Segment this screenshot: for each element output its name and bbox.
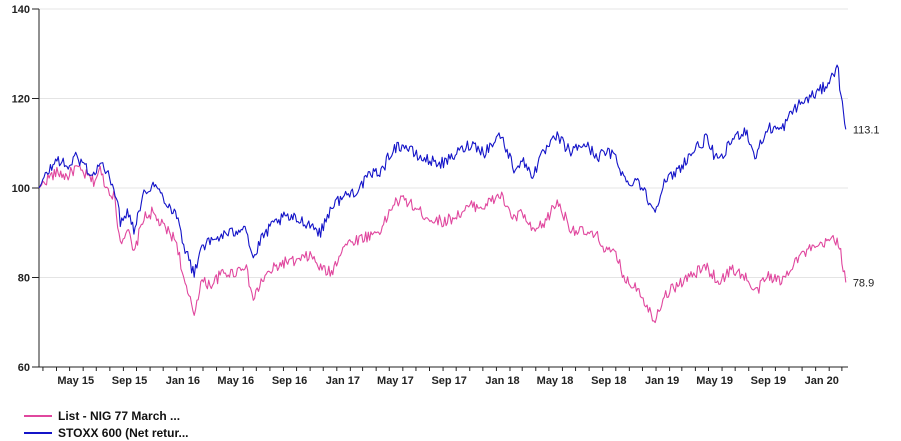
- x-tick-label-8: Jan 18: [485, 375, 519, 387]
- legend-item-stoxx[interactable]: STOXX 600 (Net retur...: [24, 424, 189, 441]
- x-tick-label-12: May 19: [696, 375, 733, 387]
- series-line-stoxx: [38, 64, 847, 278]
- x-tick-label-0: May 15: [57, 375, 94, 387]
- y-tick-label-80: 80: [18, 273, 30, 285]
- y-tick-label-140: 140: [12, 4, 30, 16]
- end-label-stoxx: 113.1: [853, 124, 880, 136]
- x-tick-label-9: May 18: [537, 375, 574, 387]
- y-tick-label-60: 60: [18, 362, 30, 374]
- legend-item-nig[interactable]: List - NIG 77 March ...: [24, 407, 189, 424]
- x-tick-label-3: May 16: [217, 375, 254, 387]
- x-tick-label-10: Sep 18: [591, 375, 626, 387]
- legend-label-stoxx: STOXX 600 (Net retur...: [58, 425, 189, 440]
- x-tick-label-11: Jan 19: [645, 375, 679, 387]
- x-tick-label-2: Jan 16: [166, 375, 200, 387]
- legend: List - NIG 77 March ... STOXX 600 (Net r…: [24, 407, 189, 441]
- y-tick-label-100: 100: [12, 183, 30, 195]
- x-tick-label-6: May 17: [377, 375, 414, 387]
- labels: 60 80 100 120 140 May 15 Sep 15 Jan 16 May 16 Sep…: [12, 4, 880, 387]
- legend-swatch-nig: [24, 414, 52, 417]
- x-tick-label-13: Sep 19: [751, 375, 786, 387]
- legend-label-nig: List - NIG 77 March ...: [58, 408, 181, 423]
- axes: [32, 8, 848, 371]
- x-tick-label-7: Sep 17: [431, 375, 466, 387]
- x-tick-label-1: Sep 15: [112, 375, 147, 387]
- series-lines: [38, 64, 847, 324]
- x-tick-label-5: Jan 17: [326, 375, 360, 387]
- gridlines: [39, 8, 848, 368]
- series-line-nig: [38, 164, 847, 324]
- x-tick-label-4: Sep 16: [272, 375, 307, 387]
- legend-swatch-stoxx: [24, 431, 52, 434]
- end-label-nig: 78.9: [853, 277, 874, 289]
- x-tick-label-14: Jan 20: [805, 375, 839, 387]
- y-tick-label-120: 120: [12, 94, 30, 106]
